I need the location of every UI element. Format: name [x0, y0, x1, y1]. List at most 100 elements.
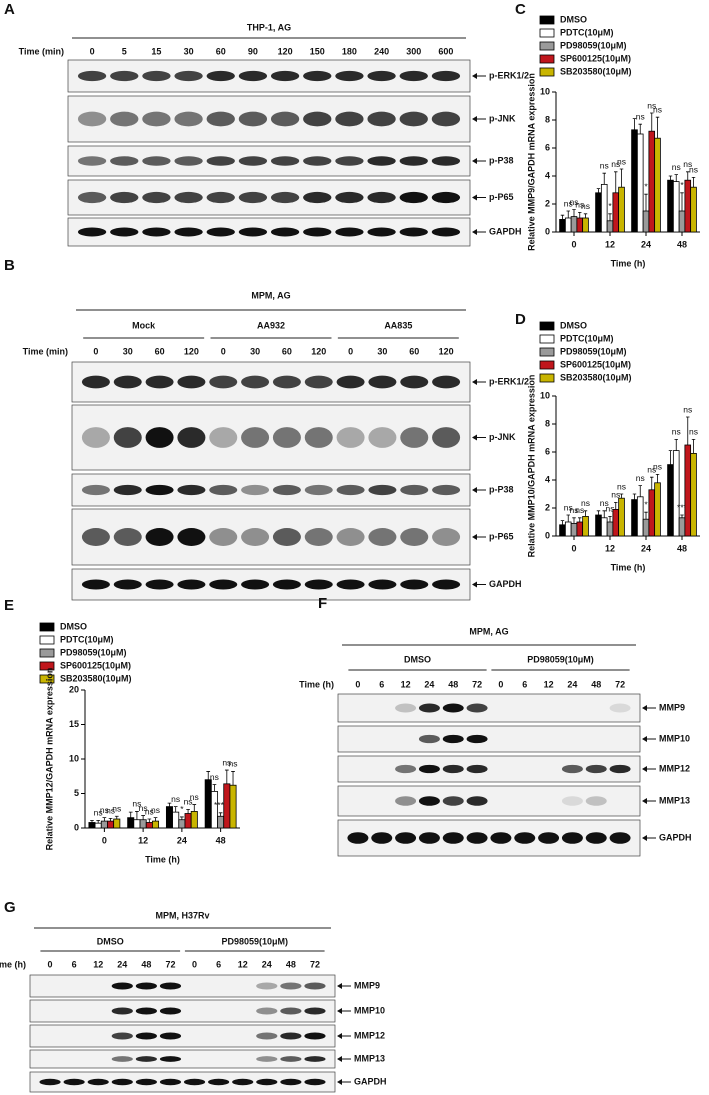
legend-label: PD98059(10μM) [60, 647, 127, 657]
error-bar [596, 188, 601, 193]
blot-band [159, 1007, 182, 1015]
bar [654, 137, 661, 233]
blot-band [304, 375, 333, 389]
bar [217, 815, 225, 829]
blot-band [111, 1078, 133, 1086]
time-value: 72 [615, 679, 625, 689]
group-label: PD98059(10μM) [221, 936, 288, 946]
panel-letter: G [4, 899, 16, 916]
arrow-head [472, 534, 477, 540]
blot-band [304, 1078, 326, 1086]
arrow-head [472, 434, 477, 441]
x-tick-label: 48 [677, 543, 687, 553]
blot-band [399, 156, 428, 166]
blot-band [431, 191, 461, 204]
y-tick-label: 8 [545, 114, 550, 124]
error-bar [566, 514, 570, 522]
blot-band [87, 1078, 109, 1086]
arrow-head [337, 1008, 342, 1014]
blot-band [609, 832, 631, 844]
arrow-head [642, 705, 647, 711]
bar [107, 820, 115, 829]
blot-strip [29, 1071, 336, 1093]
bar [631, 129, 638, 233]
blot-band [135, 1032, 157, 1040]
bar [223, 783, 231, 829]
bar [172, 811, 180, 829]
y-tick-label: 10 [540, 390, 550, 400]
legend-swatch [39, 622, 55, 632]
x-tick-label: 48 [216, 835, 226, 845]
blot-band [466, 796, 488, 806]
error-bar [602, 172, 606, 185]
significance: ns [100, 805, 109, 815]
bar [636, 496, 644, 537]
blot-strip [29, 999, 336, 1023]
time-value: 30 [123, 346, 133, 356]
blot-band [335, 191, 364, 204]
band-label: p-ERK1/2 [489, 70, 529, 80]
legend-swatch [539, 347, 555, 357]
significance: ns [210, 772, 219, 782]
blot-band [272, 484, 301, 496]
significance: * [608, 201, 612, 211]
group-label: DMSO [404, 654, 431, 664]
significance: ns [611, 490, 620, 500]
band-label: MMP9 [659, 702, 685, 712]
blot-band [241, 528, 270, 546]
blot-band [336, 375, 365, 389]
blot-band [159, 1056, 182, 1062]
time-value: 12 [544, 679, 554, 689]
error-bar [686, 171, 690, 181]
time-value: 48 [448, 679, 458, 689]
time-value: 60 [216, 46, 226, 56]
significance: ns [581, 498, 590, 508]
significance: ns [112, 804, 121, 814]
time-value: 72 [472, 679, 482, 689]
error-bar [167, 802, 172, 807]
time-value: 48 [141, 959, 151, 969]
x-tick-label: 12 [138, 835, 148, 845]
band-label: p-P38 [489, 155, 514, 165]
blot-band [371, 832, 393, 844]
band-label: GAPDH [489, 579, 522, 589]
blot-band [368, 579, 397, 590]
blot-band [63, 1078, 85, 1086]
blot-band [272, 528, 301, 546]
legend-swatch [39, 635, 55, 645]
error-bar [192, 804, 197, 812]
blot-band [174, 227, 203, 237]
blot-band [159, 1078, 182, 1086]
blot-band [400, 375, 429, 389]
time-value: 6 [379, 679, 384, 689]
time-value: 60 [155, 346, 165, 356]
band-label: p-P65 [489, 192, 514, 202]
bar [684, 179, 692, 233]
blot-band [142, 156, 171, 166]
blot-band [304, 427, 333, 448]
x-tick-label: 24 [177, 835, 187, 845]
time-value: 24 [567, 679, 577, 689]
band-label: p-JNK [489, 113, 516, 123]
blot-band [280, 982, 302, 990]
blot-band [238, 70, 268, 82]
blot-band [399, 70, 428, 82]
time-value: 240 [374, 46, 389, 56]
blot-band [466, 764, 488, 774]
blot-band [336, 528, 365, 546]
legend-label: PD98059(10μM) [560, 346, 627, 356]
bar [606, 220, 614, 233]
band-label: MMP10 [659, 733, 690, 743]
blot-band [142, 111, 171, 127]
blot-band [81, 427, 110, 448]
blot-band [145, 579, 174, 590]
time-value: 30 [184, 46, 194, 56]
y-tick-label: 4 [545, 474, 550, 484]
arrow-head [472, 158, 477, 164]
significance: ns [570, 197, 579, 207]
blot-band [256, 1078, 278, 1086]
significance: ns [600, 160, 609, 170]
blot-band [272, 375, 301, 389]
time-value: 72 [165, 959, 175, 969]
time-value: 600 [438, 46, 453, 56]
